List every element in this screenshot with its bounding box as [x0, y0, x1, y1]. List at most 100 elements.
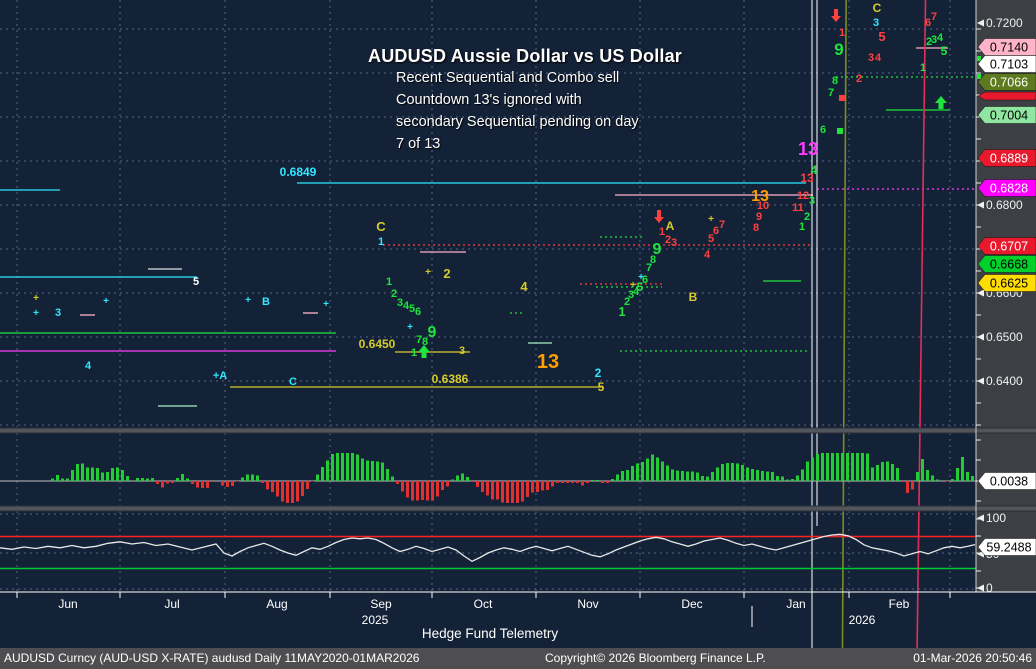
histogram-bar — [856, 453, 859, 481]
demark-count-label: 9 — [653, 241, 662, 258]
histogram-bar — [546, 481, 549, 490]
histogram-bar — [711, 472, 714, 481]
demark-count-label: 8 — [753, 222, 759, 234]
demark-count-label: 1 — [839, 27, 845, 39]
histogram-bar — [766, 471, 769, 481]
price-tag-shape — [977, 472, 1036, 490]
histogram-bar — [451, 479, 454, 481]
histogram-bar — [281, 481, 284, 502]
histogram-bar — [81, 463, 84, 481]
signal-square — [839, 95, 845, 101]
demark-count-label: 6 — [925, 17, 931, 29]
histogram-bar — [591, 479, 594, 481]
histogram-bar — [781, 476, 784, 481]
demark-count-label: 5 — [878, 29, 885, 44]
histogram-bar — [456, 475, 459, 481]
histogram-bar — [601, 481, 604, 483]
histogram-bar — [96, 468, 99, 481]
panel-separator[interactable] — [0, 428, 1036, 433]
histogram-bar — [836, 453, 839, 481]
histogram-bar — [341, 453, 344, 481]
histogram-bar — [896, 468, 899, 481]
histogram-bar — [746, 467, 749, 481]
histogram-bar — [241, 477, 244, 481]
ohlc-bars — [811, 0, 818, 648]
histogram-bar — [526, 481, 529, 498]
demark-count-label: 2 — [624, 296, 630, 308]
demark-count-label: 7 — [931, 11, 937, 23]
histogram-bar — [581, 481, 584, 486]
panel-separator[interactable] — [0, 506, 1036, 511]
histogram-bar — [311, 481, 314, 482]
price-tag: 0.7140 — [977, 38, 1036, 56]
price-tag-value: 0.6707 — [990, 240, 1028, 254]
x-axis-month-label: Aug — [266, 597, 287, 611]
axis-label-tick — [977, 19, 984, 27]
histogram-bar — [911, 481, 914, 490]
histogram-bar — [336, 453, 339, 481]
histogram-bar — [971, 475, 974, 481]
histogram-bar — [721, 464, 724, 481]
demark-count-label: +A — [213, 370, 227, 382]
histogram-bar — [76, 464, 79, 481]
axis-price-label: 0.7200 — [986, 16, 1023, 30]
x-axis-month-label: Jan — [786, 597, 805, 611]
histogram-bar — [196, 481, 199, 488]
histogram-bar — [441, 481, 444, 490]
histogram-bar — [916, 472, 919, 481]
demark-count-label: 13 — [800, 171, 814, 185]
demark-count-label: 1 — [659, 226, 665, 238]
histogram-bar — [821, 453, 824, 481]
histogram-bar — [191, 481, 194, 484]
histogram-bar — [606, 481, 609, 483]
demark-count-label: 3 — [931, 34, 937, 46]
demark-count-label: 2 — [856, 73, 862, 85]
histogram-bar — [276, 481, 279, 497]
price-tag-shape — [977, 255, 1036, 273]
price-tag-shape — [977, 91, 1036, 101]
histogram-bar — [676, 470, 679, 481]
demark-count-label: 2 — [926, 36, 932, 48]
histogram-bar — [326, 460, 329, 481]
histogram-bar — [226, 481, 229, 487]
demark-count-label: 5 — [941, 44, 948, 58]
sell-arrow-icon — [834, 9, 838, 16]
demark-count-label: 8 — [650, 254, 656, 266]
histogram-bar — [436, 481, 439, 497]
histogram-bar — [166, 481, 169, 484]
histogram-bar — [706, 476, 709, 481]
histogram-bar — [356, 454, 359, 481]
histogram-bar — [946, 481, 949, 482]
histogram-bar — [701, 475, 704, 481]
histogram-bar — [161, 481, 164, 488]
histogram-bar — [761, 470, 764, 481]
histogram-bar — [756, 469, 759, 481]
histogram-bar — [256, 475, 259, 481]
axis-label-tick — [977, 514, 984, 522]
histogram-bar — [861, 453, 864, 481]
histogram-bar — [176, 478, 179, 481]
histogram-bar — [371, 461, 374, 481]
histogram-bar — [61, 478, 64, 481]
demark-count-label: 10 — [757, 200, 769, 212]
histogram-bar — [111, 468, 114, 481]
demark-count-label: B — [262, 296, 270, 308]
histogram-bar — [181, 474, 184, 481]
price-axis: 0.72000.68000.66000.65000.64001005000.71… — [976, 16, 1036, 595]
demark-count-label: 7 — [828, 87, 834, 99]
oscillator-axis-label: 0 — [986, 581, 993, 595]
demark-count-label: 3 — [809, 195, 815, 207]
demark-count-label: 5 — [598, 380, 605, 394]
x-axis-month-label: Sep — [370, 597, 392, 611]
price-tag-shape — [977, 149, 1036, 167]
histogram-bar — [426, 481, 429, 501]
histogram-bar — [556, 481, 559, 483]
histogram-bar — [851, 453, 854, 481]
demark-count-label: 2 — [665, 234, 671, 246]
demark-count-label: 6 — [713, 225, 719, 237]
histogram-bar — [266, 481, 269, 490]
demark-count-label: + — [103, 296, 109, 307]
support-resistance-levels — [0, 47, 976, 407]
histogram-bar — [486, 481, 489, 496]
